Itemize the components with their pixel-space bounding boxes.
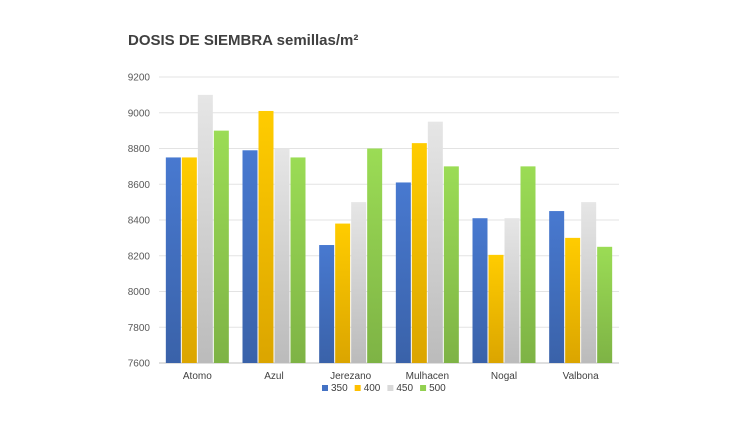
bar-valbona-450 (581, 202, 597, 363)
y-tick-label: 7600 (128, 359, 151, 370)
bar-jerezano-500 (367, 148, 383, 363)
legend: 350 400 450 500 (322, 383, 446, 394)
y-axis-ticks: 7600 7800 8000 8200 8400 8600 8800 9000 9200 (128, 73, 151, 370)
bar-azul-450 (274, 148, 290, 363)
legend-swatch-400 (354, 385, 361, 391)
bar-nogal-500 (520, 166, 536, 363)
bar-jerezano-450 (351, 202, 367, 363)
bar-nogal-350 (472, 218, 488, 363)
x-category-label: Azul (264, 371, 283, 382)
x-category-label: Nogal (491, 371, 517, 382)
bar-jerezano-350 (319, 245, 335, 363)
x-category-label: Valbona (563, 371, 599, 382)
bar-atomo-400 (181, 157, 197, 363)
legend-label-400: 400 (364, 383, 381, 394)
bar-atomo-450 (197, 94, 213, 363)
bar-valbona-500 (597, 246, 613, 363)
bar-mulhacen-500 (443, 166, 459, 363)
y-tick-label: 8600 (128, 180, 151, 191)
legend-swatch-500 (420, 385, 427, 391)
bar-mulhacen-400 (411, 143, 427, 363)
y-tick-label: 8800 (128, 144, 151, 155)
y-tick-label: 8400 (128, 216, 151, 227)
legend-swatch-350 (322, 385, 328, 391)
y-tick-label: 9000 (128, 108, 151, 119)
bar-atomo-350 (165, 157, 181, 363)
bar-mulhacen-350 (395, 182, 411, 363)
bar-mulhacen-450 (427, 121, 443, 363)
gridlines (159, 76, 619, 364)
bar-valbona-400 (565, 237, 581, 363)
bar-atomo-500 (213, 130, 229, 363)
bar-nogal-400 (488, 254, 504, 363)
x-category-label: Atomo (183, 371, 212, 382)
y-tick-label: 7800 (128, 323, 151, 334)
y-tick-label: 8000 (128, 287, 151, 298)
legend-swatch-450 (387, 385, 394, 391)
legend-label-450: 450 (396, 383, 413, 394)
bar-jerezano-400 (335, 223, 351, 363)
bars (165, 94, 613, 364)
chart-title: DOSIS DE SIEMBRA semillas/m² (128, 32, 359, 49)
y-tick-label: 9200 (128, 73, 151, 84)
bar-nogal-450 (504, 218, 520, 363)
x-category-label: Mulhacen (406, 371, 449, 382)
bar-azul-350 (242, 150, 258, 363)
bar-azul-400 (258, 110, 274, 364)
y-tick-label: 8200 (128, 251, 151, 262)
x-category-label: Jerezano (330, 371, 372, 382)
x-axis-categories: Atomo Azul Jerezano Mulhacen Nogal Valbona (183, 371, 599, 382)
legend-label-350: 350 (331, 383, 348, 394)
bar-azul-500 (290, 157, 306, 363)
bar-valbona-350 (549, 211, 565, 363)
legend-label-500: 500 (429, 383, 446, 394)
